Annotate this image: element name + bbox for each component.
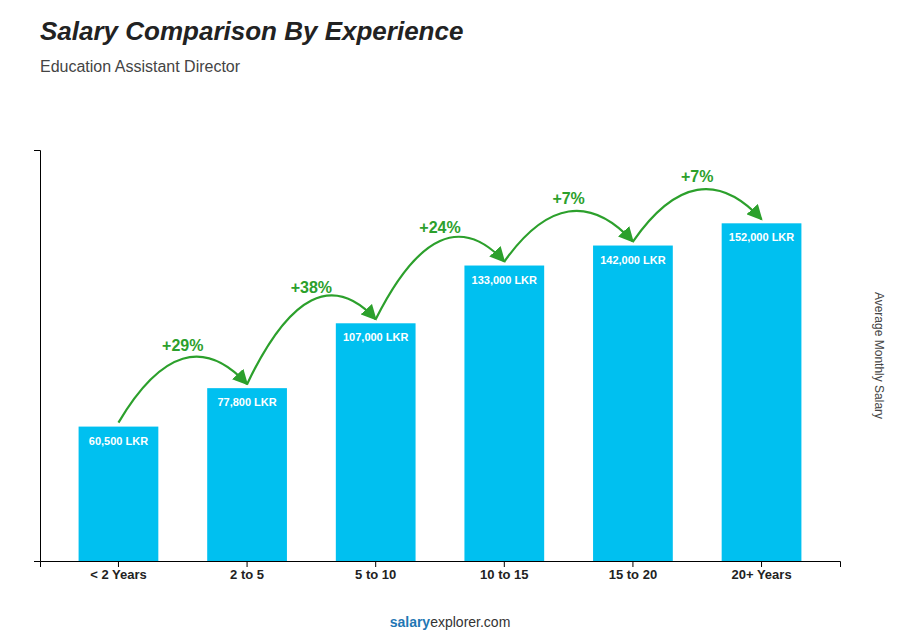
annotation: +7% bbox=[681, 168, 713, 185]
subtitle: Education Assistant Director bbox=[40, 58, 241, 75]
x-tick: 15 to 20 bbox=[609, 561, 657, 582]
bar bbox=[79, 427, 159, 561]
y-axis-title: Average Monthly Salary bbox=[872, 292, 886, 419]
x-tick-mark bbox=[375, 561, 376, 567]
x-tick-mark bbox=[247, 561, 248, 567]
x-axis: < 2 Years 2 to 5 5 to 10 10 to 15 15 to 20 20… bbox=[41, 561, 841, 582]
value-label: 107,000 LKR bbox=[343, 331, 408, 343]
annotation: +24% bbox=[419, 219, 460, 236]
chart: Salary Comparison By Experience Education… bbox=[0, 0, 900, 641]
arrow bbox=[247, 295, 376, 384]
footer-part: explorer.com bbox=[430, 614, 510, 630]
x-tick-label: 5 to 10 bbox=[355, 567, 396, 582]
x-tick-label: < 2 Years bbox=[90, 567, 147, 582]
x-tick-label: 10 to 15 bbox=[480, 567, 528, 582]
annotations: +29% +38% +24% +7% +7% bbox=[118, 168, 761, 423]
plot: < 2 Years 2 to 5 5 to 10 10 to 15 15 to 20 20… bbox=[34, 151, 841, 583]
x-tick-mark bbox=[504, 561, 505, 567]
annotation: +29% bbox=[162, 337, 203, 354]
footer-part: salary bbox=[390, 614, 431, 630]
value-label: 142,000 LKR bbox=[600, 254, 665, 266]
x-tick-mark bbox=[632, 561, 633, 567]
arrow bbox=[504, 211, 633, 262]
x-tick-label: 20+ Years bbox=[731, 567, 791, 582]
x-tick-label: 15 to 20 bbox=[609, 567, 657, 582]
value-label: 133,000 LKR bbox=[472, 274, 537, 286]
x-tick-mark bbox=[118, 561, 119, 567]
arrow bbox=[118, 357, 247, 423]
x-tick: < 2 Years bbox=[90, 561, 147, 582]
annotation: +7% bbox=[552, 190, 584, 207]
bars bbox=[79, 223, 802, 561]
bar bbox=[336, 323, 416, 561]
x-tick-mark bbox=[761, 561, 762, 567]
value-label: 77,800 LKR bbox=[217, 396, 276, 408]
x-tick: 2 to 5 bbox=[230, 561, 264, 582]
arrow bbox=[376, 237, 505, 320]
bar bbox=[593, 246, 673, 561]
bar bbox=[207, 388, 287, 561]
y-axis bbox=[34, 151, 41, 562]
x-axis-line bbox=[41, 562, 841, 568]
x-tick-label: 2 to 5 bbox=[230, 567, 264, 582]
x-tick: 10 to 15 bbox=[480, 561, 528, 582]
footer: salaryexplorer.com bbox=[390, 614, 511, 630]
y-axis-line bbox=[34, 151, 41, 562]
arrow bbox=[633, 189, 762, 241]
bar bbox=[722, 223, 802, 561]
value-label: 152,000 LKR bbox=[729, 231, 794, 243]
value-label: 60,500 LKR bbox=[89, 435, 148, 447]
annotation: +38% bbox=[291, 279, 332, 296]
x-tick: 20+ Years bbox=[731, 561, 791, 582]
bar bbox=[464, 266, 544, 561]
title: Salary Comparison By Experience bbox=[40, 16, 463, 46]
x-tick: 5 to 10 bbox=[355, 561, 396, 582]
value-labels: 60,500 LKR 77,800 LKR 107,000 LKR 133,000 L… bbox=[89, 231, 795, 446]
